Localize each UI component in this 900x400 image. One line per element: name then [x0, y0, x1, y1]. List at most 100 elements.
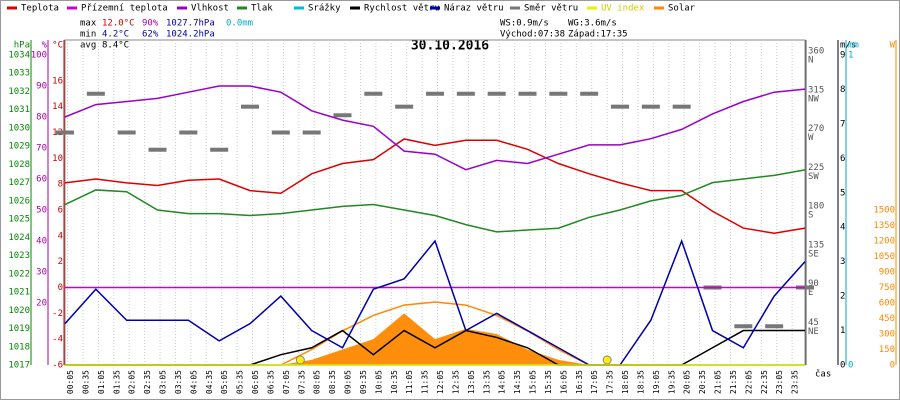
y-tick-label: 5	[840, 188, 845, 198]
x-tick-label: 03:35	[174, 370, 183, 394]
y-tick-label: 90	[36, 82, 47, 92]
stat: 0.0mm	[226, 19, 253, 29]
y-tick-label: 270	[808, 124, 824, 134]
y-tick-label: 135	[808, 240, 824, 250]
y-tick-label: 1031	[8, 105, 30, 115]
y-tick-label: W	[808, 133, 814, 143]
stat: 12.0°C	[102, 19, 135, 29]
x-tick-label: 16:35	[575, 370, 584, 394]
y-tick-label: 225	[808, 163, 824, 173]
axis-unit: mm	[848, 41, 859, 51]
x-tick-label: 02:35	[143, 370, 152, 394]
direction-mark	[56, 130, 74, 135]
x-tick-label: 23:35	[791, 370, 800, 394]
y-tick-label: 0	[840, 361, 845, 371]
y-tick-label: 1350	[873, 221, 895, 231]
y-tick-label: 7	[840, 119, 845, 129]
direction-mark	[456, 91, 475, 96]
y-tick-label: 3	[840, 257, 845, 267]
y-tick-label: 60	[36, 175, 47, 185]
y-tick-label: 900	[879, 268, 895, 278]
y-tick-label: SE	[808, 249, 819, 259]
x-tick-label: 06:35	[266, 370, 275, 394]
y-tick-label: 1200	[873, 237, 895, 247]
y-tick-label: 6	[840, 154, 845, 164]
chart-title: 30.10.2016	[411, 39, 489, 54]
stat: WS:0.9m/s	[500, 19, 549, 29]
y-tick-label: 4	[840, 223, 845, 233]
y-tick-label: 8	[58, 180, 63, 190]
axis-unit: %	[42, 41, 48, 51]
x-tick-label: 11:35	[421, 370, 430, 394]
y-tick-label: 0	[58, 283, 63, 293]
y-tick-label: 1032	[8, 87, 30, 97]
y-tick-label: 1030	[8, 123, 30, 133]
x-tick-label: 22:05	[744, 370, 753, 394]
x-tick-label: 19:05	[652, 370, 661, 394]
y-tick-label: 1023	[8, 251, 30, 261]
y-tick-label: 360	[808, 47, 824, 57]
axis-unit: W	[890, 41, 896, 51]
y-tick-label: S	[808, 211, 813, 221]
x-tick-label: 21:05	[714, 370, 723, 394]
x-tick-label: 00:05	[66, 370, 75, 394]
y-tick-label: 100	[31, 51, 47, 61]
legend-label: Vlhkost	[191, 4, 229, 14]
x-tick-label: 01:35	[112, 370, 121, 394]
y-tick-label: 4	[58, 231, 63, 241]
stat: Západ:17:35	[568, 30, 628, 40]
y-tick-label: -4	[52, 335, 63, 345]
y-tick-label: 450	[879, 314, 895, 324]
y-tick-label: 315	[808, 85, 824, 95]
x-tick-label: 15:05	[529, 370, 538, 394]
stat-label: min	[80, 30, 96, 40]
x-axis-label: čas	[815, 369, 831, 380]
x-tick-label: 22:35	[760, 370, 769, 394]
y-tick-label: 50	[36, 206, 47, 216]
x-tick-label: 03:05	[159, 370, 168, 394]
y-tick-label: 10	[52, 154, 63, 164]
legend-label: Směr větru	[524, 4, 578, 14]
direction-mark	[580, 91, 599, 96]
y-tick-label: 1025	[8, 215, 30, 225]
sun-marker	[602, 355, 612, 365]
stat: 4.2°C	[102, 30, 129, 40]
y-tick-label: 1	[840, 326, 845, 336]
y-tick-label: NE	[808, 327, 819, 337]
y-tick-label: 1024	[8, 233, 30, 243]
x-tick-label: 11:05	[405, 370, 414, 394]
direction-mark	[148, 147, 167, 152]
y-tick-label: 70	[36, 144, 47, 154]
stat: 1027.7hPa	[166, 19, 215, 29]
x-tick-label: 05:05	[220, 370, 229, 394]
stat: 62%	[142, 30, 159, 40]
y-tick-label: 0	[848, 361, 853, 371]
y-tick-label: 2	[840, 292, 845, 302]
y-tick-label: 1050	[873, 252, 895, 262]
x-tick-label: 07:35	[297, 370, 306, 394]
axis-unit: hPa	[14, 41, 30, 51]
y-tick-label: 1026	[8, 196, 30, 206]
x-tick-label: 13:05	[467, 370, 476, 394]
stat-label: avg	[80, 41, 96, 51]
x-tick-label: 09:05	[344, 370, 353, 394]
y-tick-label: 20	[36, 299, 47, 309]
direction-mark	[117, 130, 136, 135]
legend-label: Tlak	[251, 4, 273, 14]
stat: WG:3.6m/s	[568, 19, 617, 29]
y-tick-label: 0	[890, 361, 895, 371]
x-tick-label: 13:35	[482, 370, 491, 394]
direction-mark	[734, 324, 753, 329]
x-tick-label: 12:05	[436, 370, 445, 394]
y-tick-label: 6	[58, 206, 63, 216]
x-tick-label: 17:05	[590, 370, 599, 394]
direction-mark	[518, 91, 537, 96]
y-tick-label: 750	[879, 283, 895, 293]
y-tick-label: 14	[52, 102, 63, 112]
y-tick-label: 1017	[8, 361, 30, 371]
x-tick-label: 17:35	[606, 370, 615, 394]
x-tick-label: 21:35	[729, 370, 738, 394]
direction-mark	[765, 324, 784, 329]
